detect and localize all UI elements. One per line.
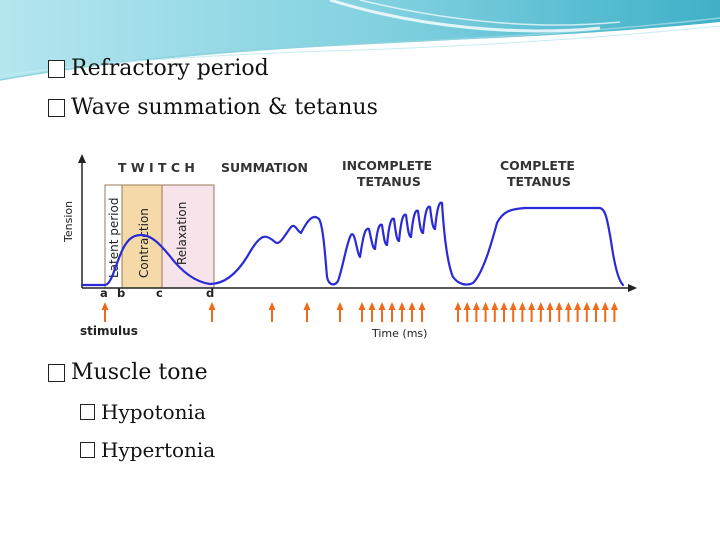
stimulus-arrow xyxy=(546,302,554,322)
stimulus-arrow xyxy=(358,302,366,322)
header-swoosh-decoration xyxy=(0,0,720,81)
bullet-text: Refractory period xyxy=(71,56,269,81)
stimulus-arrow xyxy=(491,302,499,322)
header-summation: SUMMATION xyxy=(221,160,308,175)
bullet-box-icon xyxy=(48,363,65,382)
bullet-muscle-tone: Muscle tone xyxy=(48,360,208,385)
bullet-box-icon xyxy=(80,442,95,458)
bullet-text: Hypotonia xyxy=(101,400,206,424)
y-axis-arrowhead xyxy=(78,154,86,163)
contraction-label: Contraction xyxy=(137,208,151,278)
stimulus-arrow xyxy=(528,302,536,322)
stimulus-arrow xyxy=(408,302,416,322)
stimulus-arrow xyxy=(518,302,526,322)
contraction-band xyxy=(121,184,163,289)
stimulus-arrow xyxy=(610,302,618,322)
stimulus-arrow xyxy=(574,302,582,322)
bullet-text: Hypertonia xyxy=(101,438,216,462)
stimulus-arrow xyxy=(463,302,471,322)
stimulus-arrow xyxy=(601,302,609,322)
stimulus-label: stimulus xyxy=(80,324,138,338)
x-axis-label: Time (ms) xyxy=(371,327,427,340)
tension-curve xyxy=(80,201,625,287)
bullet-box-icon xyxy=(48,98,65,117)
bullet-text: Muscle tone xyxy=(71,360,208,385)
header-incomplete-tetanus-1: INCOMPLETE xyxy=(342,158,432,173)
stimulus-arrow xyxy=(336,302,344,322)
stimulus-arrow xyxy=(388,302,396,322)
header-complete-tetanus-1: COMPLETE xyxy=(500,158,575,173)
y-axis-label: Tension xyxy=(62,201,75,243)
marker-c: c xyxy=(156,286,163,300)
stimulus-arrow xyxy=(472,302,480,322)
marker-a: a xyxy=(100,286,108,300)
stimulus-arrow xyxy=(509,302,517,322)
stimulus-arrow xyxy=(268,302,276,322)
stimulus-arrow xyxy=(101,302,109,322)
stimulus-arrow xyxy=(555,302,563,322)
stimulus-arrow xyxy=(418,302,426,322)
bullet-box-icon xyxy=(80,404,95,420)
stimulus-arrow xyxy=(583,302,591,322)
bullet-box-icon xyxy=(48,59,65,78)
marker-b: b xyxy=(117,286,125,300)
bullet-hypotonia: Hypotonia xyxy=(80,400,206,424)
stimulus-arrow xyxy=(208,302,216,322)
stimulus-arrow xyxy=(537,302,545,322)
stimulus-arrows xyxy=(101,302,618,322)
header-incomplete-tetanus-2: TETANUS xyxy=(357,174,421,189)
bullet-text: Wave summation & tetanus xyxy=(71,95,378,120)
stimulus-arrow xyxy=(592,302,600,322)
header-twitch: T W I T C H xyxy=(118,160,195,175)
bullet-wave-summation: Wave summation & tetanus xyxy=(48,95,378,120)
bullet-hypertonia: Hypertonia xyxy=(80,438,215,462)
stimulus-arrow xyxy=(378,302,386,322)
stimulus-arrow xyxy=(564,302,572,322)
stimulus-arrow xyxy=(368,302,376,322)
bullet-refractory-period: Refractory period xyxy=(48,56,269,81)
marker-d: d xyxy=(206,286,214,300)
stimulus-arrow xyxy=(482,302,490,322)
latent-period-label: Latent period xyxy=(107,198,121,278)
x-axis-arrowhead xyxy=(628,284,637,292)
header-complete-tetanus-2: TETANUS xyxy=(507,174,571,189)
stimulus-arrow xyxy=(398,302,406,322)
relaxation-band xyxy=(161,184,215,289)
stimulus-arrow xyxy=(454,302,462,322)
muscle-contraction-diagram: Latent period Contraction Relaxation Ten… xyxy=(62,154,637,340)
stimulus-arrow xyxy=(303,302,311,322)
stimulus-arrow xyxy=(500,302,508,322)
relaxation-label: Relaxation xyxy=(175,202,189,265)
